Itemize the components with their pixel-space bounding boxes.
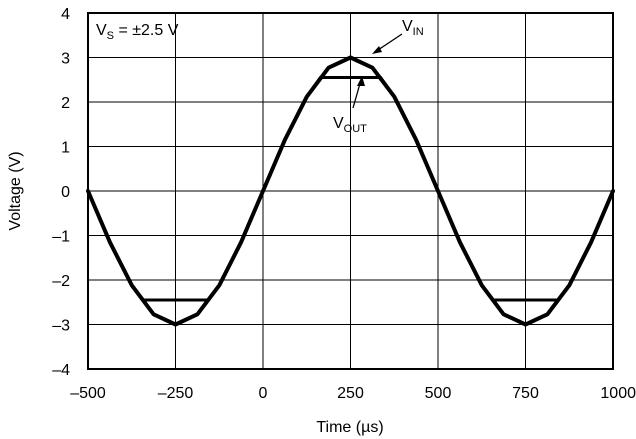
y-tick-label: 4 (61, 6, 70, 23)
y-tick-label: 1 (61, 140, 70, 157)
y-tick-label: –4 (52, 362, 70, 379)
y-tick-label: –3 (52, 318, 70, 335)
supply-annotation-sub: S (107, 30, 114, 42)
vout-label-sub: OUT (344, 123, 368, 135)
vin-arrowhead (372, 46, 382, 54)
x-tick-label: –250 (158, 385, 194, 402)
x-tick-label: 0 (259, 385, 268, 402)
vin-label-sub: IN (413, 26, 424, 38)
vout-arrowhead (357, 76, 365, 86)
plot-frame (87, 12, 614, 370)
y-tick-label: 3 (61, 51, 70, 68)
vin-label: VIN (402, 18, 424, 38)
supply-annotation: VS = ±2.5 V (96, 22, 179, 42)
x-tick-label: 750 (512, 385, 539, 402)
x-tick-label: 250 (337, 385, 364, 402)
y-tick-labels: 4 3 2 1 0 –1 –2 –3 –4 (52, 6, 70, 379)
vout-label-main: V (333, 115, 344, 132)
y-tick-label: 2 (61, 95, 70, 112)
y-tick-label: –1 (52, 229, 70, 246)
y-axis-title: Voltage (V) (7, 151, 24, 230)
supply-annotation-rest: = ±2.5 V (114, 22, 179, 39)
supply-annotation-main: V (96, 22, 107, 39)
vout-label: VOUT (333, 115, 367, 135)
series-line-vout (86, 76, 615, 302)
x-tick-label: 500 (425, 385, 452, 402)
x-axis-title: Time (µs) (316, 419, 383, 436)
x-tick-label: 1000 (600, 385, 636, 402)
y-tick-label: –2 (52, 273, 70, 290)
vin-label-main: V (402, 18, 413, 35)
y-tick-label: 0 (61, 184, 70, 201)
x-tick-labels: –500 –250 0 250 500 750 1000 (70, 385, 636, 402)
series-group (86, 55, 615, 327)
grid-lines (88, 13, 613, 369)
x-tick-label: –500 (70, 385, 106, 402)
series-line-vin (86, 55, 615, 327)
